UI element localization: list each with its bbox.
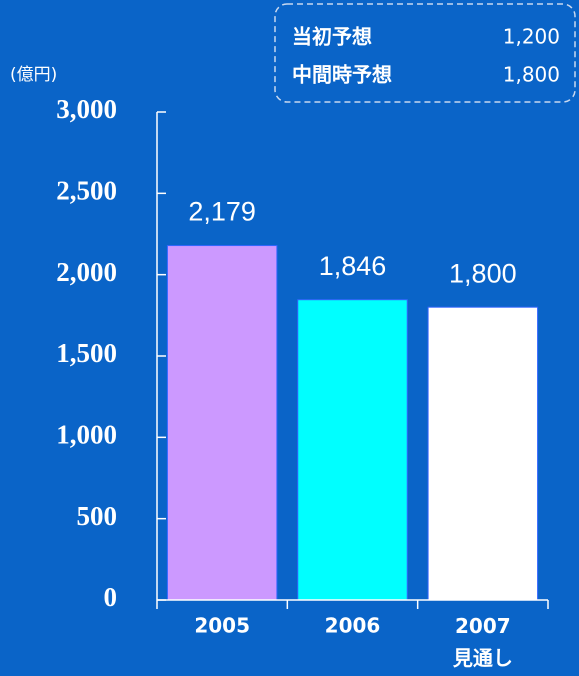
y-tick-label: 2,500 xyxy=(56,176,117,206)
data-label: 1,846 xyxy=(319,251,387,281)
data-label: 2,179 xyxy=(188,197,256,227)
unit-label: (億円) xyxy=(10,65,57,85)
x-tick-label: 2007 見通し xyxy=(453,614,513,670)
y-tick-label: 1,000 xyxy=(56,420,117,450)
x-tick-line: 見通し xyxy=(453,646,513,670)
x-tick-line: 2007 xyxy=(455,614,511,638)
y-tick-label: 0 xyxy=(104,582,118,612)
bar xyxy=(427,306,539,601)
x-tick-label: 2005 xyxy=(194,614,250,638)
x-tick-label: 2006 xyxy=(325,614,381,638)
data-label: 1,800 xyxy=(449,258,517,288)
y-tick-label: 1,500 xyxy=(56,338,117,368)
annotation-value: 1,200 xyxy=(503,25,560,49)
annotation-value: 1,800 xyxy=(503,63,560,87)
annotation-label: 中間時予想 xyxy=(292,63,392,87)
bar xyxy=(297,299,408,601)
bar xyxy=(166,245,278,601)
y-tick-label: 500 xyxy=(77,501,118,531)
y-tick-label: 2,000 xyxy=(56,257,117,287)
legend-box xyxy=(274,3,576,103)
y-tick-label: 3,000 xyxy=(56,94,117,124)
annotation-label: 当初予想 xyxy=(292,25,372,49)
